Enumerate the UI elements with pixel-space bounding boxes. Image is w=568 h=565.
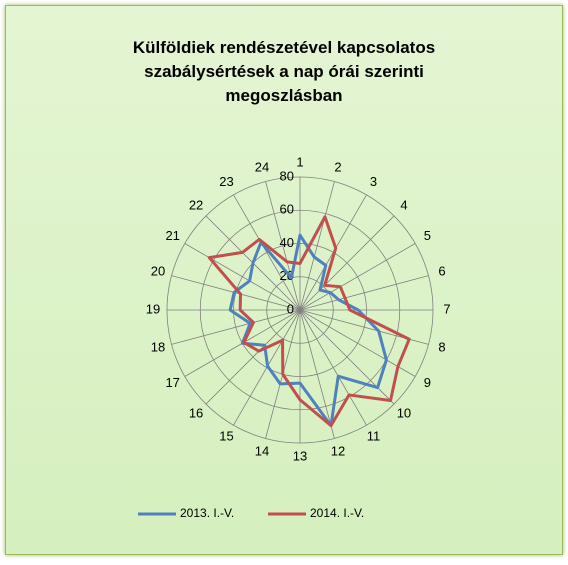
category-label: 2	[334, 159, 341, 174]
category-label: 21	[165, 228, 179, 243]
spoke	[299, 309, 416, 377]
spoke	[171, 309, 301, 345]
chart-frame: 1 2 3 4 5 6 7 8 9 10 11 12 13 14 15 16 17 18 19 20 21 22 23 24 0…	[5, 5, 563, 555]
spoke	[299, 181, 335, 311]
r-tick-label: 60	[280, 202, 294, 217]
category-label: 5	[424, 228, 431, 243]
category-label: 19	[146, 301, 160, 316]
chart-title: Külföldiek rendészetével kapcsolatos sza…	[132, 38, 436, 105]
series-line	[228, 233, 388, 428]
r-tick-label: 80	[280, 168, 294, 183]
category-label: 4	[400, 197, 407, 212]
category-label: 13	[293, 448, 307, 463]
category-label: 16	[189, 405, 203, 420]
category-label: 1	[296, 154, 303, 169]
legend-label: 2014. I.-V.	[310, 506, 364, 520]
category-label: 14	[255, 443, 269, 458]
chart: 1 234567891011121314151617181920212223240…	[138, 154, 451, 520]
spoke	[233, 194, 301, 311]
r-tick-label: 40	[280, 235, 294, 250]
category-label: 9	[424, 375, 431, 390]
category-label: 22	[189, 197, 203, 212]
spoke	[265, 181, 301, 311]
spoke	[233, 309, 301, 426]
spoke	[299, 215, 395, 311]
category-label: 10	[397, 405, 411, 420]
spoke	[205, 309, 301, 405]
category-label: 18	[151, 339, 165, 354]
category-label: 12	[331, 443, 345, 458]
r-tick-label: 0	[287, 301, 294, 316]
category-label: 17	[165, 375, 179, 390]
category-label: 8	[438, 339, 445, 354]
spoke	[299, 309, 367, 426]
category-label: 11	[367, 429, 381, 444]
spoke	[184, 243, 301, 311]
legend-label: 2013. I.-V.	[180, 506, 234, 520]
r-tick-label: 20	[280, 268, 294, 283]
series-line	[207, 215, 411, 428]
category-label: 3	[370, 174, 377, 189]
spoke	[299, 309, 335, 439]
category-label: 15	[219, 429, 233, 444]
spoke	[299, 275, 429, 311]
spoke	[299, 243, 416, 311]
category-label: 6	[438, 263, 445, 278]
category-label: 24	[255, 159, 269, 174]
category-label: 20	[151, 263, 165, 278]
category-label: 23	[219, 174, 233, 189]
category-label: 7	[443, 301, 450, 316]
